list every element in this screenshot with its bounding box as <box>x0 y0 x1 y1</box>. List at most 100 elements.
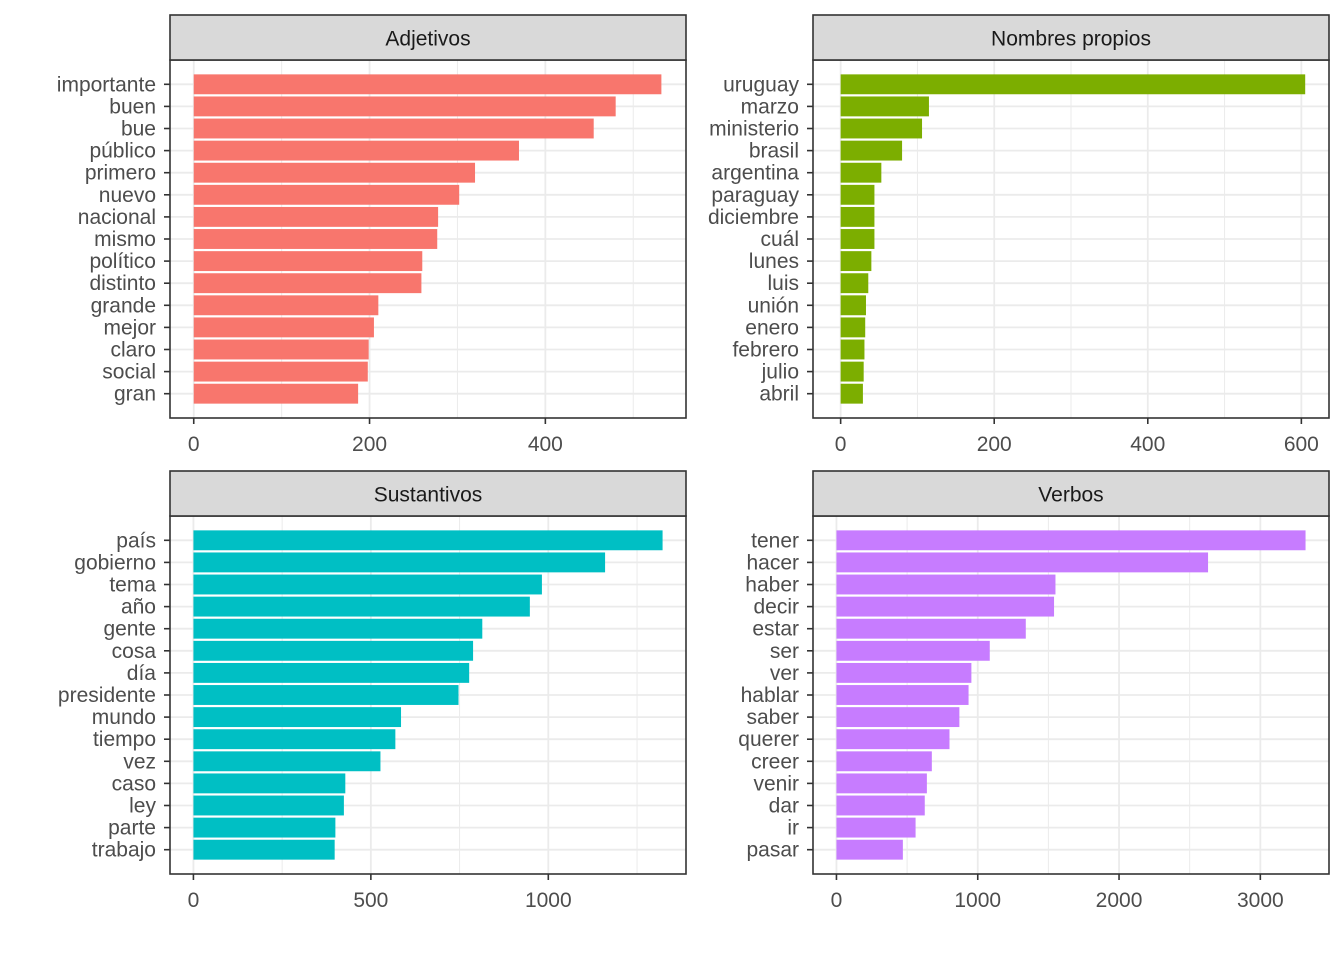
bar-gobierno <box>193 552 606 573</box>
y-tick-label: público <box>89 140 156 163</box>
bar-uruguay <box>840 74 1306 95</box>
y-tick-label: uruguay <box>723 73 799 96</box>
y-tick-label: parte <box>108 817 156 840</box>
x-tick-label: 0 <box>188 889 200 912</box>
y-tick-label: brasil <box>749 140 799 163</box>
y-tick-label: venir <box>753 772 799 795</box>
facet-title: Verbos <box>1038 484 1103 507</box>
y-tick-label: bue <box>121 118 156 141</box>
bar-grande <box>193 295 379 316</box>
bar-ano <box>193 596 530 617</box>
y-tick-label: año <box>121 596 156 619</box>
x-tick-label: 600 <box>1284 433 1319 456</box>
y-tick-label: ser <box>770 640 799 663</box>
bar-distinto <box>193 273 422 294</box>
y-tick-label: argentina <box>711 162 799 185</box>
bar-tiempo <box>193 729 396 750</box>
bar-gente <box>193 618 483 639</box>
x-tick-label: 400 <box>1130 433 1165 456</box>
y-tick-label: importante <box>57 73 156 96</box>
y-tick-label: estar <box>752 618 799 641</box>
y-tick-label: ley <box>129 794 156 817</box>
bar-febrero <box>840 339 865 360</box>
y-tick-label: saber <box>746 706 799 729</box>
bar-gran <box>193 383 359 404</box>
y-tick-label: claro <box>110 338 156 361</box>
bar-politico <box>193 251 423 272</box>
y-tick-label: tener <box>751 529 799 552</box>
panel-sustantivos: Sustantivos paísgobiernotemaañogentecosad… <box>58 470 687 912</box>
bar-social <box>193 361 368 382</box>
panel-adjetivos: Adjetivos importantebuenbuepúblicoprimero… <box>57 14 687 456</box>
y-tick-label: enero <box>745 316 799 339</box>
y-tick-label: dar <box>769 794 799 817</box>
x-tick-label: 400 <box>528 433 563 456</box>
y-tick-label: mismo <box>94 228 156 251</box>
bar-lunes <box>840 251 872 272</box>
facet-strip <box>169 14 687 61</box>
y-tick-label: lunes <box>749 250 799 273</box>
y-tick-label: hacer <box>746 551 799 574</box>
y-tick-label: querer <box>738 728 799 751</box>
bar-parte <box>193 817 336 838</box>
x-tick-label: 200 <box>352 433 387 456</box>
y-tick-label: diciembre <box>708 206 799 229</box>
x-tick-label: 3000 <box>1237 889 1284 912</box>
bar-tener <box>836 530 1306 551</box>
bar-buen <box>193 96 616 117</box>
bar-julio <box>840 361 864 382</box>
bar-mismo <box>193 229 438 249</box>
bar-hablar <box>836 685 969 705</box>
x-tick-label: 200 <box>977 433 1012 456</box>
y-tick-label: abril <box>759 383 799 406</box>
bar-argentina <box>840 162 882 183</box>
y-tick-label: unión <box>748 294 799 317</box>
bar-enero <box>840 317 866 338</box>
facet-strip <box>812 470 1330 517</box>
y-tick-label: trabajo <box>92 839 156 862</box>
bar-pasar <box>836 839 903 860</box>
y-tick-label: ir <box>787 817 799 840</box>
bar-haber <box>836 574 1056 595</box>
y-tick-label: julio <box>761 361 799 384</box>
y-tick-label: primero <box>85 162 156 185</box>
bar-primero <box>193 162 476 183</box>
y-tick-label: ver <box>770 662 799 685</box>
bar-brasil <box>840 140 903 161</box>
bar-luis <box>840 273 869 294</box>
y-tick-label: nuevo <box>99 184 156 207</box>
bar-presidente <box>193 685 459 705</box>
facet-title: Nombres propios <box>991 28 1151 51</box>
y-tick-label: caso <box>112 772 156 795</box>
y-tick-label: paraguay <box>711 184 799 207</box>
y-tick-label: gran <box>114 383 156 406</box>
y-tick-label: buen <box>109 95 156 118</box>
y-tick-label: tema <box>109 574 156 597</box>
bar-hacer <box>836 552 1209 573</box>
bar-ver <box>836 662 972 683</box>
y-tick-label: luis <box>767 272 799 295</box>
x-tick-label: 0 <box>831 889 843 912</box>
bar-nacional <box>193 206 439 227</box>
panel-verbos: Verbos tenerhacerhaberdecirestarserverhab… <box>738 470 1330 912</box>
bar-querer <box>836 729 950 750</box>
facet-strip <box>169 470 687 517</box>
bar-union <box>840 295 866 316</box>
y-tick-label: social <box>102 361 156 384</box>
y-tick-label: mundo <box>92 706 156 729</box>
facet-title: Adjetivos <box>385 28 470 51</box>
y-tick-label: grande <box>91 294 156 317</box>
y-tick-label: creer <box>751 750 799 773</box>
bar-dia <box>193 662 470 683</box>
y-tick-label: presidente <box>58 684 156 707</box>
y-tick-label: día <box>127 662 157 685</box>
y-tick-label: vez <box>123 750 156 773</box>
x-tick-label: 0 <box>835 433 847 456</box>
y-tick-label: distinto <box>89 272 156 295</box>
bar-bue <box>193 118 594 139</box>
facet-strip <box>812 14 1330 61</box>
y-tick-label: haber <box>745 574 799 597</box>
y-tick-label: mejor <box>103 316 156 339</box>
bar-mejor <box>193 317 374 338</box>
y-tick-label: país <box>116 529 156 552</box>
